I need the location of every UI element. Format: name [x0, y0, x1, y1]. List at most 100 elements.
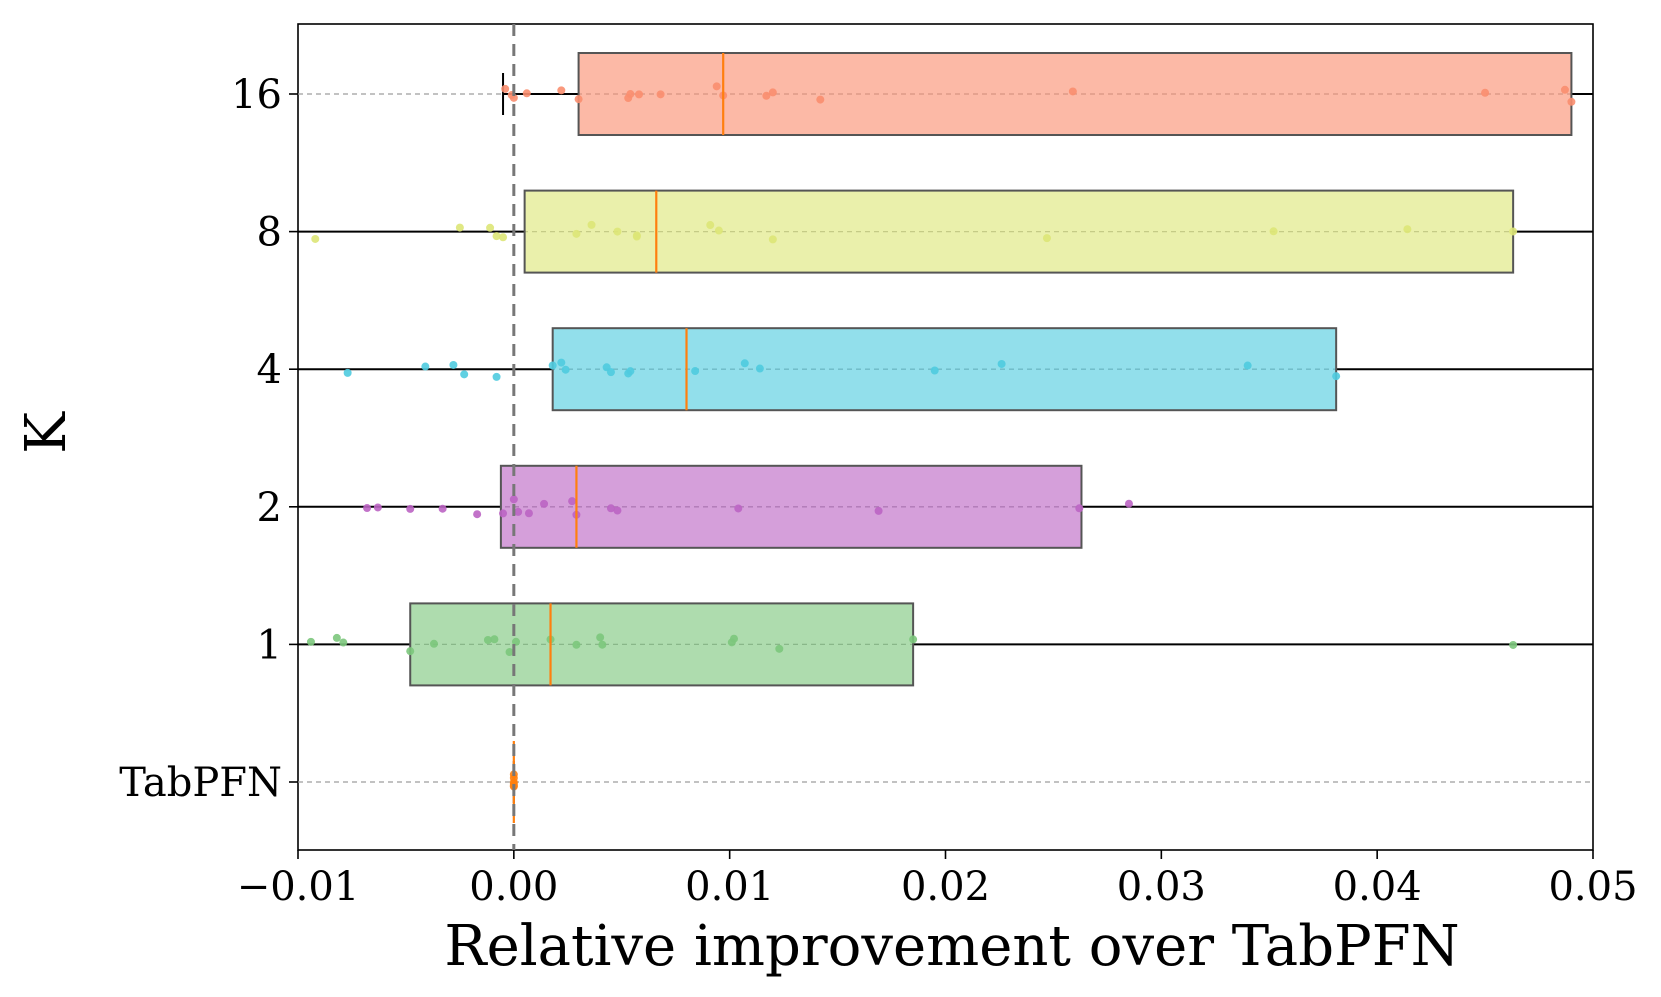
data-point [568, 497, 577, 506]
y-tick-label: TabPFN [119, 760, 282, 806]
data-point [524, 509, 533, 518]
data-point [572, 640, 581, 649]
box-4 [551, 327, 1338, 412]
plot-area: −0.01 0.00 0.01 0.02 0.03 0.04 0.05 16 8 4 2 1 TabPF… [119, 23, 1638, 910]
data-point [712, 82, 721, 91]
box-8 [523, 189, 1515, 274]
data-point [514, 507, 523, 516]
data-point [1403, 225, 1412, 234]
data-point [1075, 504, 1084, 513]
y-tick-label: 1 [257, 622, 282, 668]
y-tick-label: 2 [257, 485, 282, 531]
data-point [613, 506, 622, 515]
data-point [613, 227, 622, 236]
data-point [762, 91, 771, 100]
data-point [421, 362, 430, 371]
data-point [587, 220, 596, 229]
x-tick-label: 0.02 [901, 864, 990, 910]
data-point [1124, 499, 1133, 508]
data-point [930, 366, 939, 375]
data-point [729, 634, 738, 643]
box-1 [409, 602, 915, 687]
data-point [706, 221, 715, 230]
data-point [509, 495, 518, 504]
data-point [490, 635, 499, 644]
x-tick-label: −0.01 [237, 864, 360, 910]
data-point [473, 510, 482, 519]
data-point [492, 372, 501, 381]
data-point [483, 635, 492, 644]
data-point [363, 504, 372, 513]
y-tick-label: 8 [257, 210, 282, 256]
data-point [596, 633, 605, 642]
data-point [714, 226, 723, 235]
data-point [306, 637, 315, 646]
x-tick-label: 0.00 [469, 864, 558, 910]
data-point [505, 648, 514, 657]
data-point [1068, 87, 1077, 96]
data-point [632, 231, 641, 240]
data-point [449, 360, 458, 369]
data-point [909, 635, 918, 644]
data-point [1042, 234, 1051, 243]
data-point [574, 95, 583, 104]
data-point [406, 504, 415, 513]
data-point [455, 223, 464, 232]
data-point [691, 367, 700, 376]
data-point [540, 499, 549, 508]
data-point [499, 233, 508, 242]
data-point [734, 504, 743, 513]
data-point [561, 365, 570, 374]
data-point [1481, 88, 1490, 97]
data-point [548, 361, 557, 370]
data-point [406, 647, 415, 656]
data-point [1567, 97, 1576, 106]
x-tick-label: 0.04 [1333, 864, 1422, 910]
data-point [997, 359, 1006, 368]
data-point [1269, 227, 1278, 236]
data-point [755, 364, 764, 373]
data-point [626, 90, 635, 99]
data-point [343, 368, 352, 377]
data-point [429, 639, 438, 648]
data-point [1243, 361, 1252, 370]
data-point [572, 229, 581, 238]
data-point [768, 88, 777, 97]
data-point [311, 234, 320, 243]
y-axis-label: K [14, 411, 79, 454]
x-tick-label: 0.01 [685, 864, 774, 910]
y-tick-label: 16 [231, 72, 282, 118]
data-point [373, 503, 382, 512]
data-point [486, 223, 495, 232]
y-tick-label: 4 [257, 347, 282, 393]
data-point [499, 509, 508, 518]
data-point [775, 644, 784, 653]
data-point [598, 640, 607, 649]
data-point [626, 367, 635, 376]
data-point [511, 637, 520, 646]
data-point [1509, 640, 1518, 649]
data-point [501, 84, 510, 93]
data-point [460, 370, 469, 379]
data-point [816, 95, 825, 104]
data-point [339, 638, 348, 647]
data-point [492, 232, 501, 241]
data-point [606, 504, 615, 513]
box-2 [499, 464, 1083, 549]
data-point [874, 506, 883, 515]
x-tick-label: 0.03 [1117, 864, 1206, 910]
data-point [557, 358, 566, 367]
data-point [740, 359, 749, 368]
data-point [557, 86, 566, 95]
data-point [635, 90, 644, 99]
data-point [768, 235, 777, 244]
data-point [656, 90, 665, 99]
x-tick-label: 0.05 [1548, 864, 1637, 910]
data-point [1332, 372, 1341, 381]
data-point [1509, 227, 1518, 236]
data-point [1560, 85, 1569, 94]
data-point [438, 504, 447, 513]
data-point [606, 368, 615, 377]
x-axis-label: Relative improvement over TabPFN [444, 914, 1459, 979]
